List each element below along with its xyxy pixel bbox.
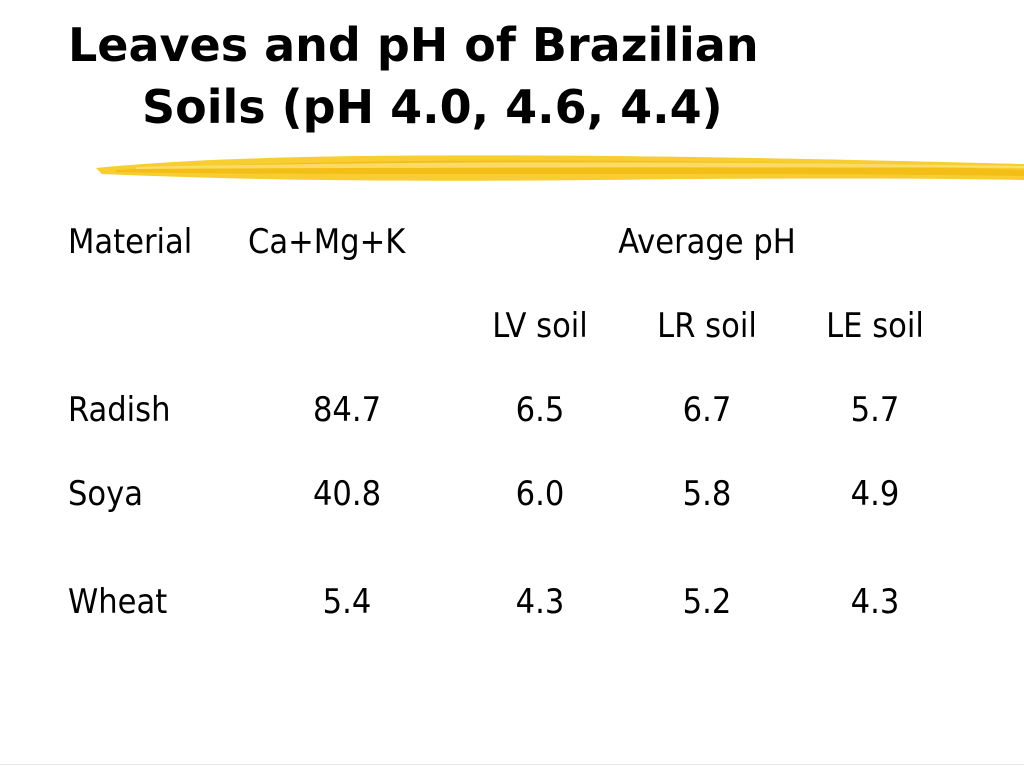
row-material: Radish xyxy=(68,390,171,430)
subheader-le-soil: LE soil xyxy=(826,306,924,346)
row-lr-ph: 5.8 xyxy=(682,474,732,514)
row-le-ph: 4.9 xyxy=(850,474,900,514)
row-lv-ph: 6.0 xyxy=(515,474,565,514)
header-material: Material xyxy=(68,222,193,262)
row-material: Soya xyxy=(68,474,143,514)
row-lv-ph: 4.3 xyxy=(515,582,565,622)
row-lr-ph: 6.7 xyxy=(682,390,732,430)
slide-title-line-1: Leaves and pH of Brazilian xyxy=(68,18,759,72)
slide-title: Leaves and pH of Brazilian Soils (pH 4.0… xyxy=(0,14,1024,138)
row-le-ph: 4.3 xyxy=(850,582,900,622)
row-cations: 40.8 xyxy=(312,474,382,514)
row-cations: 84.7 xyxy=(312,390,382,430)
subheader-lv-soil: LV soil xyxy=(492,306,588,346)
header-cations: Ca+Mg+K xyxy=(248,222,406,262)
row-lr-ph: 5.2 xyxy=(682,582,732,622)
header-average-ph: Average pH xyxy=(618,222,796,262)
slide-title-line-2: Soils (pH 4.0, 4.6, 4.4) xyxy=(142,80,723,134)
row-lv-ph: 6.5 xyxy=(515,390,565,430)
highlighter-swoosh xyxy=(96,155,1024,181)
row-le-ph: 5.7 xyxy=(850,390,900,430)
slide-bottom-rule xyxy=(0,764,1024,765)
row-material: Wheat xyxy=(68,582,168,622)
row-cations: 5.4 xyxy=(322,582,372,622)
subheader-lr-soil: LR soil xyxy=(657,306,757,346)
